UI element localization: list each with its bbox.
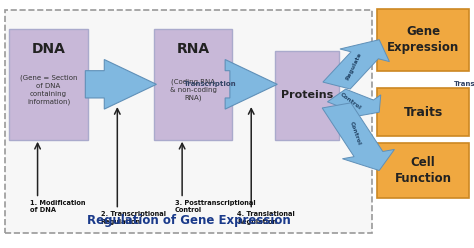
FancyBboxPatch shape: [9, 29, 88, 140]
FancyBboxPatch shape: [377, 143, 469, 198]
Text: RNA: RNA: [177, 42, 210, 56]
Polygon shape: [328, 89, 381, 118]
FancyBboxPatch shape: [377, 9, 469, 71]
Text: Proteins: Proteins: [281, 91, 333, 100]
Text: Control: Control: [349, 121, 362, 146]
Text: 2. Transcriptional
Regulation: 2. Transcriptional Regulation: [100, 211, 166, 225]
Text: (Coding RNA
& non-coding
RNA): (Coding RNA & non-coding RNA): [170, 78, 217, 101]
Text: (Gene = Section
of DNA
containing
information): (Gene = Section of DNA containing inform…: [20, 74, 77, 105]
Text: Gene
Expression: Gene Expression: [387, 25, 459, 54]
FancyBboxPatch shape: [5, 10, 372, 233]
Text: Regulation of Gene Expression: Regulation of Gene Expression: [87, 214, 290, 227]
Polygon shape: [85, 60, 156, 109]
Text: DNA: DNA: [32, 42, 65, 56]
Text: Translation: Translation: [454, 81, 474, 87]
FancyBboxPatch shape: [377, 88, 469, 136]
Text: Traits: Traits: [403, 106, 443, 119]
Text: Cell
Function: Cell Function: [394, 156, 452, 185]
Text: Regulate: Regulate: [345, 52, 363, 81]
Text: Transcription: Transcription: [184, 81, 237, 87]
FancyBboxPatch shape: [275, 51, 339, 140]
Polygon shape: [225, 60, 277, 109]
Text: 3. Posttranscriptional
Control: 3. Posttranscriptional Control: [175, 200, 255, 213]
Polygon shape: [322, 103, 394, 171]
Polygon shape: [323, 40, 390, 89]
Text: 1. Modification
of DNA: 1. Modification of DNA: [30, 200, 86, 213]
Text: Control: Control: [339, 92, 363, 111]
FancyBboxPatch shape: [154, 29, 232, 140]
Text: 4. Translational
Regulation: 4. Translational Regulation: [237, 211, 295, 225]
